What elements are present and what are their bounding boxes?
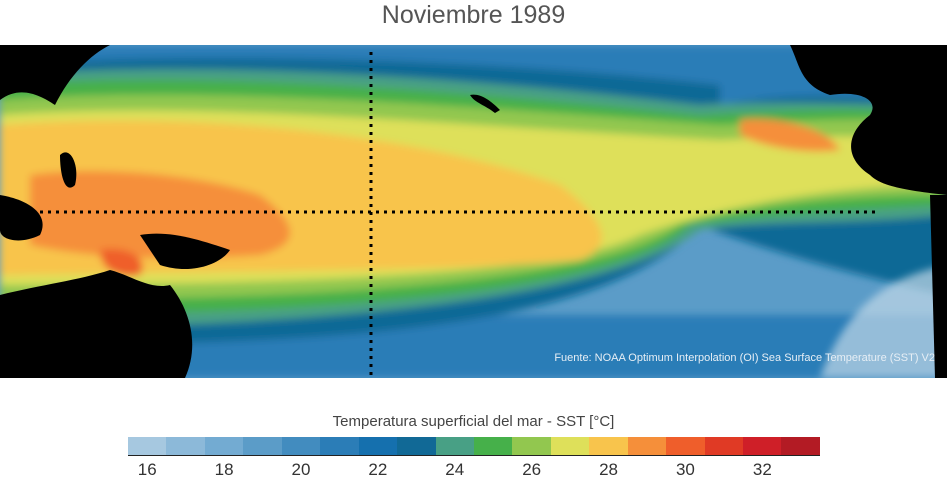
colorbar-bin — [743, 437, 782, 455]
land — [0, 45, 947, 378]
colorbar-bin — [550, 437, 590, 455]
source-credit: Fuente: NOAA Optimum Interpolation (OI) … — [554, 352, 935, 364]
colorbar-tick-label: 30 — [675, 460, 695, 479]
colorbar-tick-label: 32 — [752, 460, 772, 479]
colorbar-bin — [320, 437, 359, 455]
colorbar-bin — [397, 437, 436, 455]
colorbar-tick-label: 28 — [599, 460, 618, 479]
colorbar-tick-label: 16 — [137, 460, 157, 479]
map-title: Noviembre 1989 — [381, 1, 566, 29]
sst-map: Fuente: NOAA Optimum Interpolation (OI) … — [0, 45, 947, 378]
colorbar-tick-label: 18 — [214, 460, 234, 479]
colorbar-bin — [243, 437, 282, 455]
colorbar-bin — [704, 437, 743, 455]
colorbar-tick-label: 24 — [445, 460, 465, 479]
colorbar-bin — [627, 437, 667, 455]
sst-field — [0, 45, 947, 378]
colorbar-label: Temperatura superficial del mar - SST [°… — [332, 413, 615, 430]
colorbar-tick-label: 20 — [291, 460, 311, 479]
colorbar-axis — [128, 455, 820, 456]
colorbar-bin — [589, 437, 628, 455]
colorbar-bin — [281, 437, 321, 455]
colorbar-bin — [166, 437, 205, 455]
colorbar-bin — [435, 437, 474, 455]
colorbar-bin — [204, 437, 244, 455]
colorbar-bin — [512, 437, 551, 455]
colorbar — [128, 437, 820, 455]
colorbar-tick-label: 22 — [368, 460, 388, 479]
colorbar-tick-label: 26 — [522, 460, 542, 479]
colorbar-bin — [128, 437, 167, 455]
colorbar-bin — [781, 437, 820, 455]
colorbar-bin — [473, 437, 513, 455]
colorbar-bin — [358, 437, 398, 455]
colorbar-bin — [666, 437, 705, 455]
